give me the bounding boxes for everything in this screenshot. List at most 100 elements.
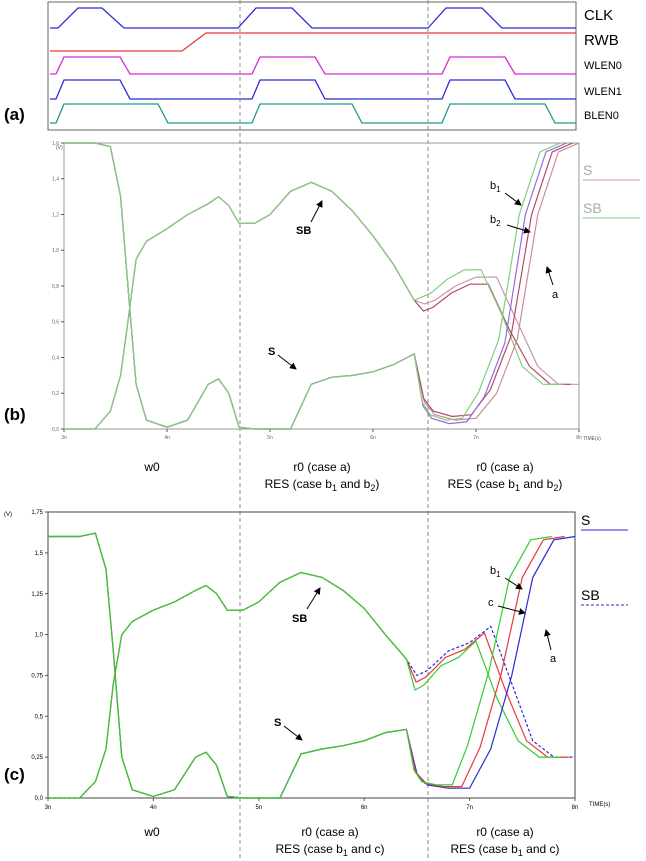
- panel-b-label: (b): [4, 405, 26, 424]
- phase-c-res-1: RES (case b1 and c): [275, 842, 384, 858]
- chart-b-y-tick-label: 1,4: [52, 177, 59, 183]
- chart-b-series-s-a: [64, 142, 580, 430]
- chart-b-ann-b2: b2: [490, 214, 501, 228]
- chart-c-y-tick-label: 1,0: [35, 633, 44, 639]
- chart-c-ann-sb-arrow: [306, 587, 321, 610]
- chart-c-ticks: 3n 4n 5n 6n 7n 8n 0,0 0,25 0,5 0,75 1,0 1,25 1,5 1,75: [31, 510, 578, 811]
- phase-b-r0-2: r0 (case a): [476, 460, 533, 474]
- phase-b-res-1: RES (case b1 and b2): [265, 477, 380, 493]
- chart-c-legend-sb: SB: [581, 587, 600, 603]
- chart-b-series-sb-b2: [64, 181, 564, 430]
- chart-b-y-tick-label: 1,2: [52, 212, 59, 218]
- chart-b-x-tick-label: 8n: [576, 435, 582, 441]
- chart-b-x-tick-label: 3n: [61, 435, 67, 441]
- chart-b-ann-sb: SB: [296, 225, 311, 237]
- chart-c-series-sb-a: [48, 571, 575, 799]
- chart-c-y-tick-label: 1,75: [31, 510, 43, 516]
- chart-b-y-tick-label: 1,0: [52, 248, 59, 254]
- phase-b-res-2: RES (case b1 and b2): [448, 477, 563, 493]
- timing-diagram: CLK RWB WLEN0 WLEN1 BLEN0 (a): [4, 1, 622, 131]
- timing-label-wlen0: WLEN0: [584, 60, 622, 72]
- chart-c-ann-sb: SB: [292, 613, 307, 625]
- timing-labels: CLK RWB WLEN0 WLEN1 BLEN0: [584, 7, 622, 122]
- chart-b-ann-s-arrow: [277, 354, 297, 370]
- chart-c-y-tick-label: 0,0: [35, 796, 44, 802]
- chart-c-ann-a: a: [550, 653, 557, 665]
- chart-b-ann-b2-arrow: [506, 224, 531, 234]
- chart-c-y-tick-label: 0,5: [35, 714, 44, 720]
- panel-a-label: (a): [4, 105, 25, 124]
- chart-b-x-unit: TIME(s): [583, 436, 601, 442]
- chart-b-curves: [64, 142, 580, 430]
- chart-b-ann-a: a: [552, 289, 559, 301]
- chart-c-legend-s: S: [581, 512, 590, 528]
- chart-c-y-tick-label: 1,25: [31, 592, 43, 598]
- chart-c-x-unit: TIME(s): [589, 802, 610, 808]
- chart-b-ann-s: S: [268, 346, 275, 358]
- chart-c-y-tick-label: 1,5: [35, 551, 44, 557]
- timing-wave-wlen1: [50, 79, 576, 100]
- chart-b-ann-b1-arrow: [504, 192, 522, 206]
- phase-b-r0-1: r0 (case a): [293, 460, 350, 474]
- chart-b-ticks: 3n 4n 5n 6n 7n 8n 0,0 0,2 0,4 0,6 0,8 1,0 1,2 1,4 1,6: [52, 141, 582, 441]
- chart-b-x-tick-label: 6n: [370, 435, 376, 441]
- chart-c-ann-s: S: [274, 717, 281, 729]
- chart-b-legend-s: S: [583, 162, 592, 178]
- chart-b-y-tick-label: 0,8: [52, 284, 59, 290]
- timing-frame: [47, 1, 577, 131]
- phase-c-r0-2: r0 (case a): [476, 825, 533, 839]
- chart-c-x-tick-label: 7n: [466, 805, 473, 811]
- timing-wave-clk: [50, 7, 576, 29]
- chart-c-x-tick-label: 3n: [45, 805, 52, 811]
- timing-label-rwb: RWB: [584, 32, 619, 49]
- timing-wave-rwb: [50, 32, 576, 52]
- chart-b-y-tick-label: 0,0: [52, 427, 59, 433]
- chart-b-ann-sb-arrow: [310, 200, 323, 223]
- chart-c-y-tick-label: 0,75: [31, 674, 43, 680]
- chart-c-x-tick-label: 6n: [361, 805, 368, 811]
- chart-c-ann-s-arrow: [283, 725, 303, 741]
- chart-c-series-s-b1: [48, 532, 565, 799]
- chart-b-y-tick-label: 0,6: [52, 320, 59, 326]
- chart-b-x-tick-label: 5n: [267, 435, 273, 441]
- chart-b-ann-b1: b1: [490, 180, 501, 194]
- phase-c-w0: w0: [143, 825, 160, 839]
- chart-b-ann-a-arrow: [545, 266, 554, 286]
- chart-b-y-tick-label: 0,4: [52, 355, 59, 361]
- timing-waves: [50, 7, 576, 124]
- chart-b-series-sb-a: [64, 181, 579, 430]
- chart-b-x-tick-label: 7n: [473, 435, 479, 441]
- chart-c: 3n 4n 5n 6n 7n 8n 0,0 0,25 0,5 0,75 1,0 1,25 1,5 1,75…: [4, 510, 628, 811]
- chart-b: 3n 4n 5n 6n 7n 8n0,00,20,40,60,81,01,21,41,6 …: [4, 141, 640, 442]
- phase-labels-b: w0 r0 (case a) RES (case b1 and b2) r0 (…: [143, 460, 562, 493]
- timing-wave-wlen0: [50, 56, 576, 75]
- chart-c-y-tick-label: 0,25: [31, 755, 43, 761]
- chart-c-x-tick-label: 5n: [255, 805, 262, 811]
- chart-b-series-s-g: [64, 142, 561, 430]
- chart-b-legend-sb: SB: [583, 200, 602, 216]
- chart-c-ann-c: c: [488, 597, 494, 609]
- chart-b-x-tick-label: 4n: [164, 435, 170, 441]
- chart-c-x-tick-label: 8n: [572, 805, 579, 811]
- chart-c-ann-a-arrow: [544, 629, 552, 651]
- phase-c-r0-1: r0 (case a): [301, 825, 358, 839]
- chart-b-y-unit: (V): [56, 145, 63, 151]
- phase-labels-c: w0 r0 (case a) RES (case b1 and c) r0 (c…: [143, 825, 559, 858]
- timing-label-clk: CLK: [584, 7, 613, 24]
- chart-b-plot-frame: [63, 142, 580, 430]
- chart-c-x-tick-label: 4n: [150, 805, 157, 811]
- chart-b-y-tick-label: 0,2: [52, 391, 59, 397]
- chart-c-plot-frame: [47, 511, 576, 799]
- timing-label-blen0: BLEN0: [584, 110, 619, 122]
- phase-b-w0: w0: [143, 460, 160, 474]
- chart-c-ann-b1: b1: [490, 565, 501, 579]
- chart-c-series-sb-c: [48, 571, 561, 799]
- panel-c-label: (c): [4, 765, 25, 784]
- phase-c-res-2: RES (case b1 and c): [450, 842, 559, 858]
- chart-b-y-tick-label: 1,6: [52, 141, 59, 147]
- timing-label-wlen1: WLEN1: [584, 86, 622, 98]
- timing-wave-blen0: [50, 103, 576, 124]
- chart-c-curves: [48, 532, 576, 799]
